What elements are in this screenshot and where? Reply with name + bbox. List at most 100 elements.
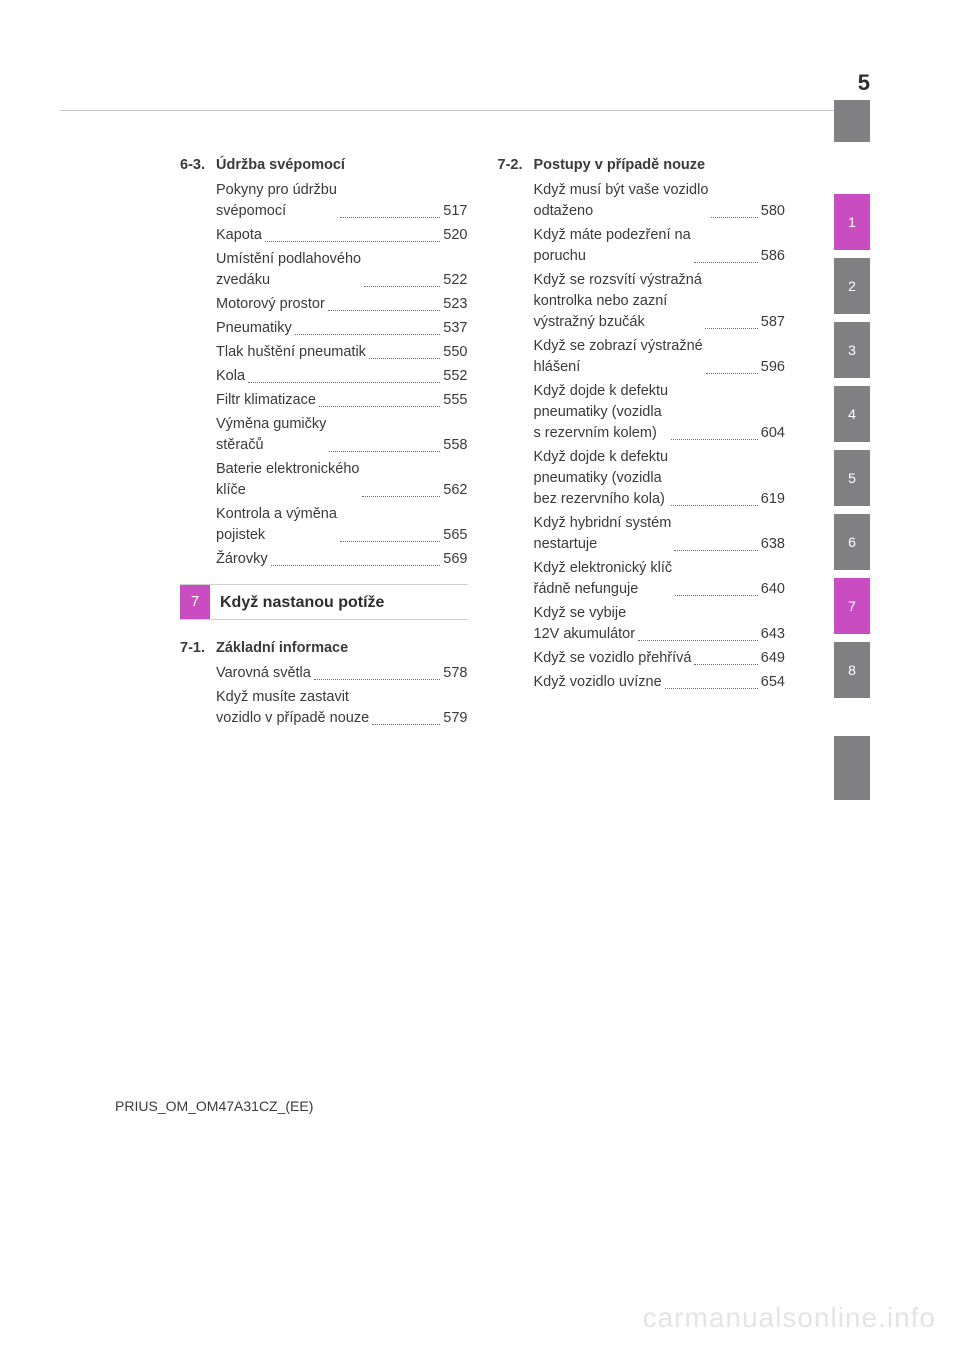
side-tab[interactable]: 7 [834, 578, 870, 634]
toc-entry-text: Když se zobrazí výstražné hlášení [534, 336, 703, 378]
toc-entry: Když hybridní systém nestartuje 638 [534, 513, 786, 555]
toc-entries-6-3: Pokyny pro údržbu svépomocí517Kapota520U… [180, 180, 468, 570]
toc-entry-text: Varovná světla [216, 663, 311, 684]
side-tabs: 1 2 3 4 5 6 7 8 [834, 100, 870, 800]
toc-entries-7-2: Když musí být vaše vozidlo odtaženo580Kd… [498, 180, 786, 693]
toc-entry: Kola 552 [216, 366, 468, 387]
toc-entry-page: 596 [761, 357, 785, 378]
leader-dots [671, 439, 758, 440]
section-title: Základní informace [216, 640, 348, 656]
section-heading-7-1: 7-1.Základní informace [180, 638, 468, 659]
toc-entry: Když elektronický klíč řádně nefunguje64… [534, 558, 786, 600]
leader-dots [638, 640, 758, 641]
toc-entry-page: 523 [443, 294, 467, 315]
leader-dots [694, 262, 758, 263]
leader-dots [665, 688, 758, 689]
toc-entry: Motorový prostor 523 [216, 294, 468, 315]
toc-entry-text: Když máte podezření na poruchu [534, 225, 691, 267]
toc-entry-text: Když vozidlo uvízne [534, 672, 662, 693]
leader-dots [265, 241, 440, 242]
watermark: carmanualsonline.info [643, 1302, 936, 1334]
toc-entry-page: 569 [443, 549, 467, 570]
toc-entry-page: 537 [443, 318, 467, 339]
toc-entry-text: Motorový prostor [216, 294, 325, 315]
toc-entry-page: 555 [443, 390, 467, 411]
column-right: 7-2.Postupy v případě nouze Když musí bý… [498, 155, 786, 743]
toc-entry: Tlak huštění pneumatik550 [216, 342, 468, 363]
toc-entry: Baterie elektronického klíče562 [216, 459, 468, 501]
tab-gutter [834, 100, 870, 142]
leader-dots [271, 565, 441, 566]
toc-entry-text: Když dojde k defektu pneumatiky (vozidla… [534, 447, 669, 510]
section-number: 7-2. [498, 155, 534, 176]
footer-code: PRIUS_OM_OM47A31CZ_(EE) [115, 1098, 313, 1114]
section-number: 7-1. [180, 638, 216, 659]
toc-entry: Když se zobrazí výstražné hlášení 596 [534, 336, 786, 378]
toc-entry: Umístění podlahového zvedáku 522 [216, 249, 468, 291]
section-heading-6-3: 6-3.Údržba svépomocí [180, 155, 468, 176]
leader-dots [295, 334, 441, 335]
toc-entry-text: Kontrola a výměna pojistek [216, 504, 337, 546]
toc-entry-text: Filtr klimatizace [216, 390, 316, 411]
toc-entry: Kontrola a výměna pojistek 565 [216, 504, 468, 546]
leader-dots [711, 217, 757, 218]
toc-entry: Když se vybije 12V akumulátor643 [534, 603, 786, 645]
toc-entry: Když musí být vaše vozidlo odtaženo580 [534, 180, 786, 222]
leader-dots [329, 451, 440, 452]
side-tab[interactable]: 6 [834, 514, 870, 570]
toc-entry-page: 579 [443, 708, 467, 729]
leader-dots [340, 217, 440, 218]
side-tab[interactable]: 5 [834, 450, 870, 506]
toc-entry: Filtr klimatizace 555 [216, 390, 468, 411]
toc-entry-page: 586 [761, 246, 785, 267]
toc-entry-page: 520 [443, 225, 467, 246]
section-title: Údržba svépomocí [216, 157, 345, 173]
leader-dots [694, 664, 757, 665]
leader-dots [328, 310, 441, 311]
section-heading-7-2: 7-2.Postupy v případě nouze [498, 155, 786, 176]
leader-dots [340, 541, 440, 542]
side-tab-blank [834, 768, 870, 800]
toc-entry-page: 558 [443, 435, 467, 456]
toc-entry: Varovná světla 578 [216, 663, 468, 684]
toc-entry: Když se vozidlo přehřívá649 [534, 648, 786, 669]
toc-entry-text: Když musí být vaše vozidlo odtaženo [534, 180, 709, 222]
header-rule [60, 110, 870, 111]
toc-entries-7-1: Varovná světla578Když musíte zastavit vo… [180, 663, 468, 729]
toc-entry-page: 654 [761, 672, 785, 693]
toc-entry: Když vozidlo uvízne 654 [534, 672, 786, 693]
leader-dots [362, 496, 440, 497]
side-tab[interactable]: 8 [834, 642, 870, 698]
side-tab[interactable]: 1 [834, 194, 870, 250]
leader-dots [674, 550, 757, 551]
toc-entry-text: Umístění podlahového zvedáku [216, 249, 361, 291]
toc-entry-page: 638 [761, 534, 785, 555]
leader-dots [675, 595, 758, 596]
toc-entry-text: Když se vozidlo přehřívá [534, 648, 692, 669]
toc-entry-text: Pokyny pro údržbu svépomocí [216, 180, 337, 222]
toc-entry: Když dojde k defektu pneumatiky (vozidla… [534, 381, 786, 444]
chapter-chip: 7 [180, 585, 210, 619]
toc-entry-text: Výměna gumičky stěračů [216, 414, 326, 456]
leader-dots [706, 373, 758, 374]
side-tab[interactable]: 2 [834, 258, 870, 314]
toc-entry-page: 522 [443, 270, 467, 291]
leader-dots [372, 724, 440, 725]
side-tab-blank [834, 736, 870, 768]
section-title: Postupy v případě nouze [534, 157, 706, 173]
toc-entry-text: Když hybridní systém nestartuje [534, 513, 672, 555]
chapter-banner-7: 7 Když nastanou potíže [180, 584, 468, 620]
leader-dots [671, 505, 758, 506]
toc-entry-text: Když elektronický klíč řádně nefunguje [534, 558, 673, 600]
toc-entry-page: 562 [443, 480, 467, 501]
page-number: 5 [858, 70, 870, 96]
toc-entry: Výměna gumičky stěračů 558 [216, 414, 468, 456]
toc-entry-page: 552 [443, 366, 467, 387]
toc-entry-text: Kola [216, 366, 245, 387]
side-tab[interactable]: 4 [834, 386, 870, 442]
toc-entry-page: 565 [443, 525, 467, 546]
side-tab[interactable]: 3 [834, 322, 870, 378]
toc-entry-text: Žárovky [216, 549, 268, 570]
leader-dots [314, 679, 440, 680]
toc-entry-page: 578 [443, 663, 467, 684]
